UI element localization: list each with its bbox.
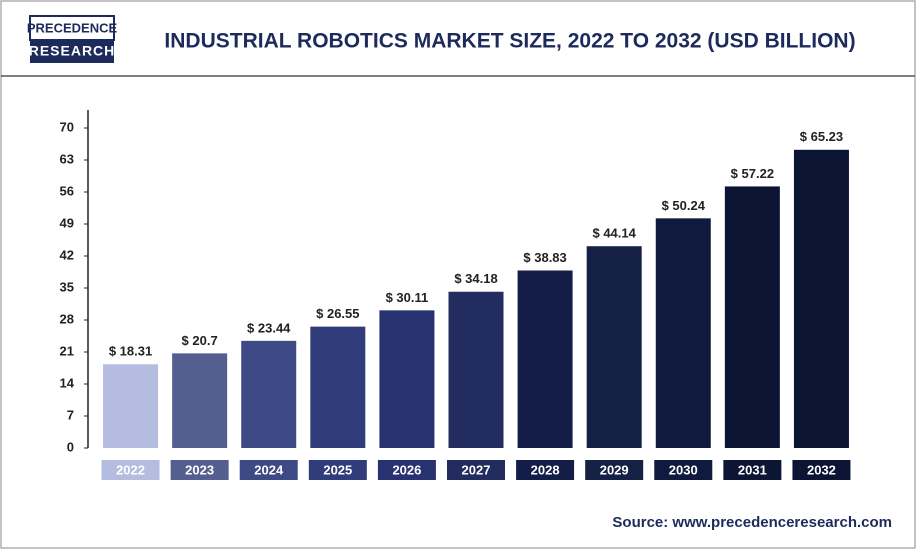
x-tick-label: 2029 bbox=[600, 462, 629, 477]
x-tick-label: 2032 bbox=[807, 462, 836, 477]
x-tick-label: 2028 bbox=[531, 462, 560, 477]
value-label: $ 23.44 bbox=[247, 320, 291, 335]
category-box bbox=[516, 460, 575, 480]
category-box bbox=[585, 460, 644, 480]
y-tick-label: 49 bbox=[60, 215, 74, 230]
category-box bbox=[792, 460, 851, 480]
y-tick-label: 70 bbox=[60, 119, 74, 134]
x-tick-label: 2026 bbox=[392, 462, 421, 477]
category-box bbox=[447, 460, 505, 480]
y-tick-label: 42 bbox=[60, 247, 74, 262]
category-box bbox=[239, 460, 298, 480]
logo-top bbox=[29, 15, 115, 41]
x-tick-label: 2031 bbox=[738, 462, 767, 477]
category-box bbox=[377, 460, 436, 480]
x-tick-label: 2027 bbox=[462, 462, 491, 477]
x-tick-label: 2022 bbox=[116, 462, 145, 477]
bar bbox=[655, 218, 711, 448]
y-tick-label: 35 bbox=[60, 279, 74, 294]
y-tick-label: 28 bbox=[60, 311, 74, 326]
logo-line1: PRECEDENCE bbox=[27, 20, 118, 35]
y-tick-label: 0 bbox=[67, 439, 74, 454]
value-label: $ 44.14 bbox=[592, 226, 636, 241]
y-tick-label: 56 bbox=[60, 183, 74, 198]
bar bbox=[517, 270, 573, 448]
value-label: $ 30.11 bbox=[386, 290, 429, 305]
x-tick-label: 2023 bbox=[185, 462, 214, 477]
bar bbox=[172, 353, 228, 448]
logo-bottom bbox=[30, 40, 114, 63]
category-box bbox=[654, 460, 713, 480]
bar bbox=[379, 310, 435, 448]
value-label: $ 38.83 bbox=[523, 250, 566, 265]
bar bbox=[586, 246, 642, 448]
x-tick-label: 2030 bbox=[669, 462, 698, 477]
x-tick-label: 2025 bbox=[323, 462, 352, 477]
bar bbox=[241, 340, 297, 448]
source: Source: www.precedenceresearch.com bbox=[612, 514, 892, 531]
x-tick-label: 2024 bbox=[254, 462, 284, 477]
bar bbox=[448, 291, 504, 448]
bar bbox=[103, 364, 159, 448]
value-label: $ 26.55 bbox=[316, 306, 359, 321]
value-label: $ 34.18 bbox=[454, 271, 497, 286]
value-label: $ 20.7 bbox=[182, 333, 218, 348]
value-label: $ 18.31 bbox=[109, 344, 152, 359]
y-tick-label: 63 bbox=[60, 151, 74, 166]
y-tick-label: 21 bbox=[60, 343, 74, 358]
category-box bbox=[101, 460, 160, 480]
value-label: $ 50.24 bbox=[662, 198, 706, 213]
logo-line2: RESEARCH bbox=[29, 43, 116, 59]
y-tick-label: 14 bbox=[60, 375, 75, 390]
category-box bbox=[170, 460, 229, 480]
category-box bbox=[723, 460, 782, 480]
value-label: $ 57.22 bbox=[731, 166, 774, 181]
value-label: $ 65.23 bbox=[800, 129, 843, 144]
category-box bbox=[308, 460, 367, 480]
bar bbox=[793, 149, 849, 448]
bar bbox=[724, 186, 780, 448]
chart-title: INDUSTRIAL ROBOTICS MARKET SIZE, 2022 TO… bbox=[164, 30, 855, 53]
bar bbox=[310, 326, 366, 448]
y-tick-label: 7 bbox=[67, 407, 74, 422]
